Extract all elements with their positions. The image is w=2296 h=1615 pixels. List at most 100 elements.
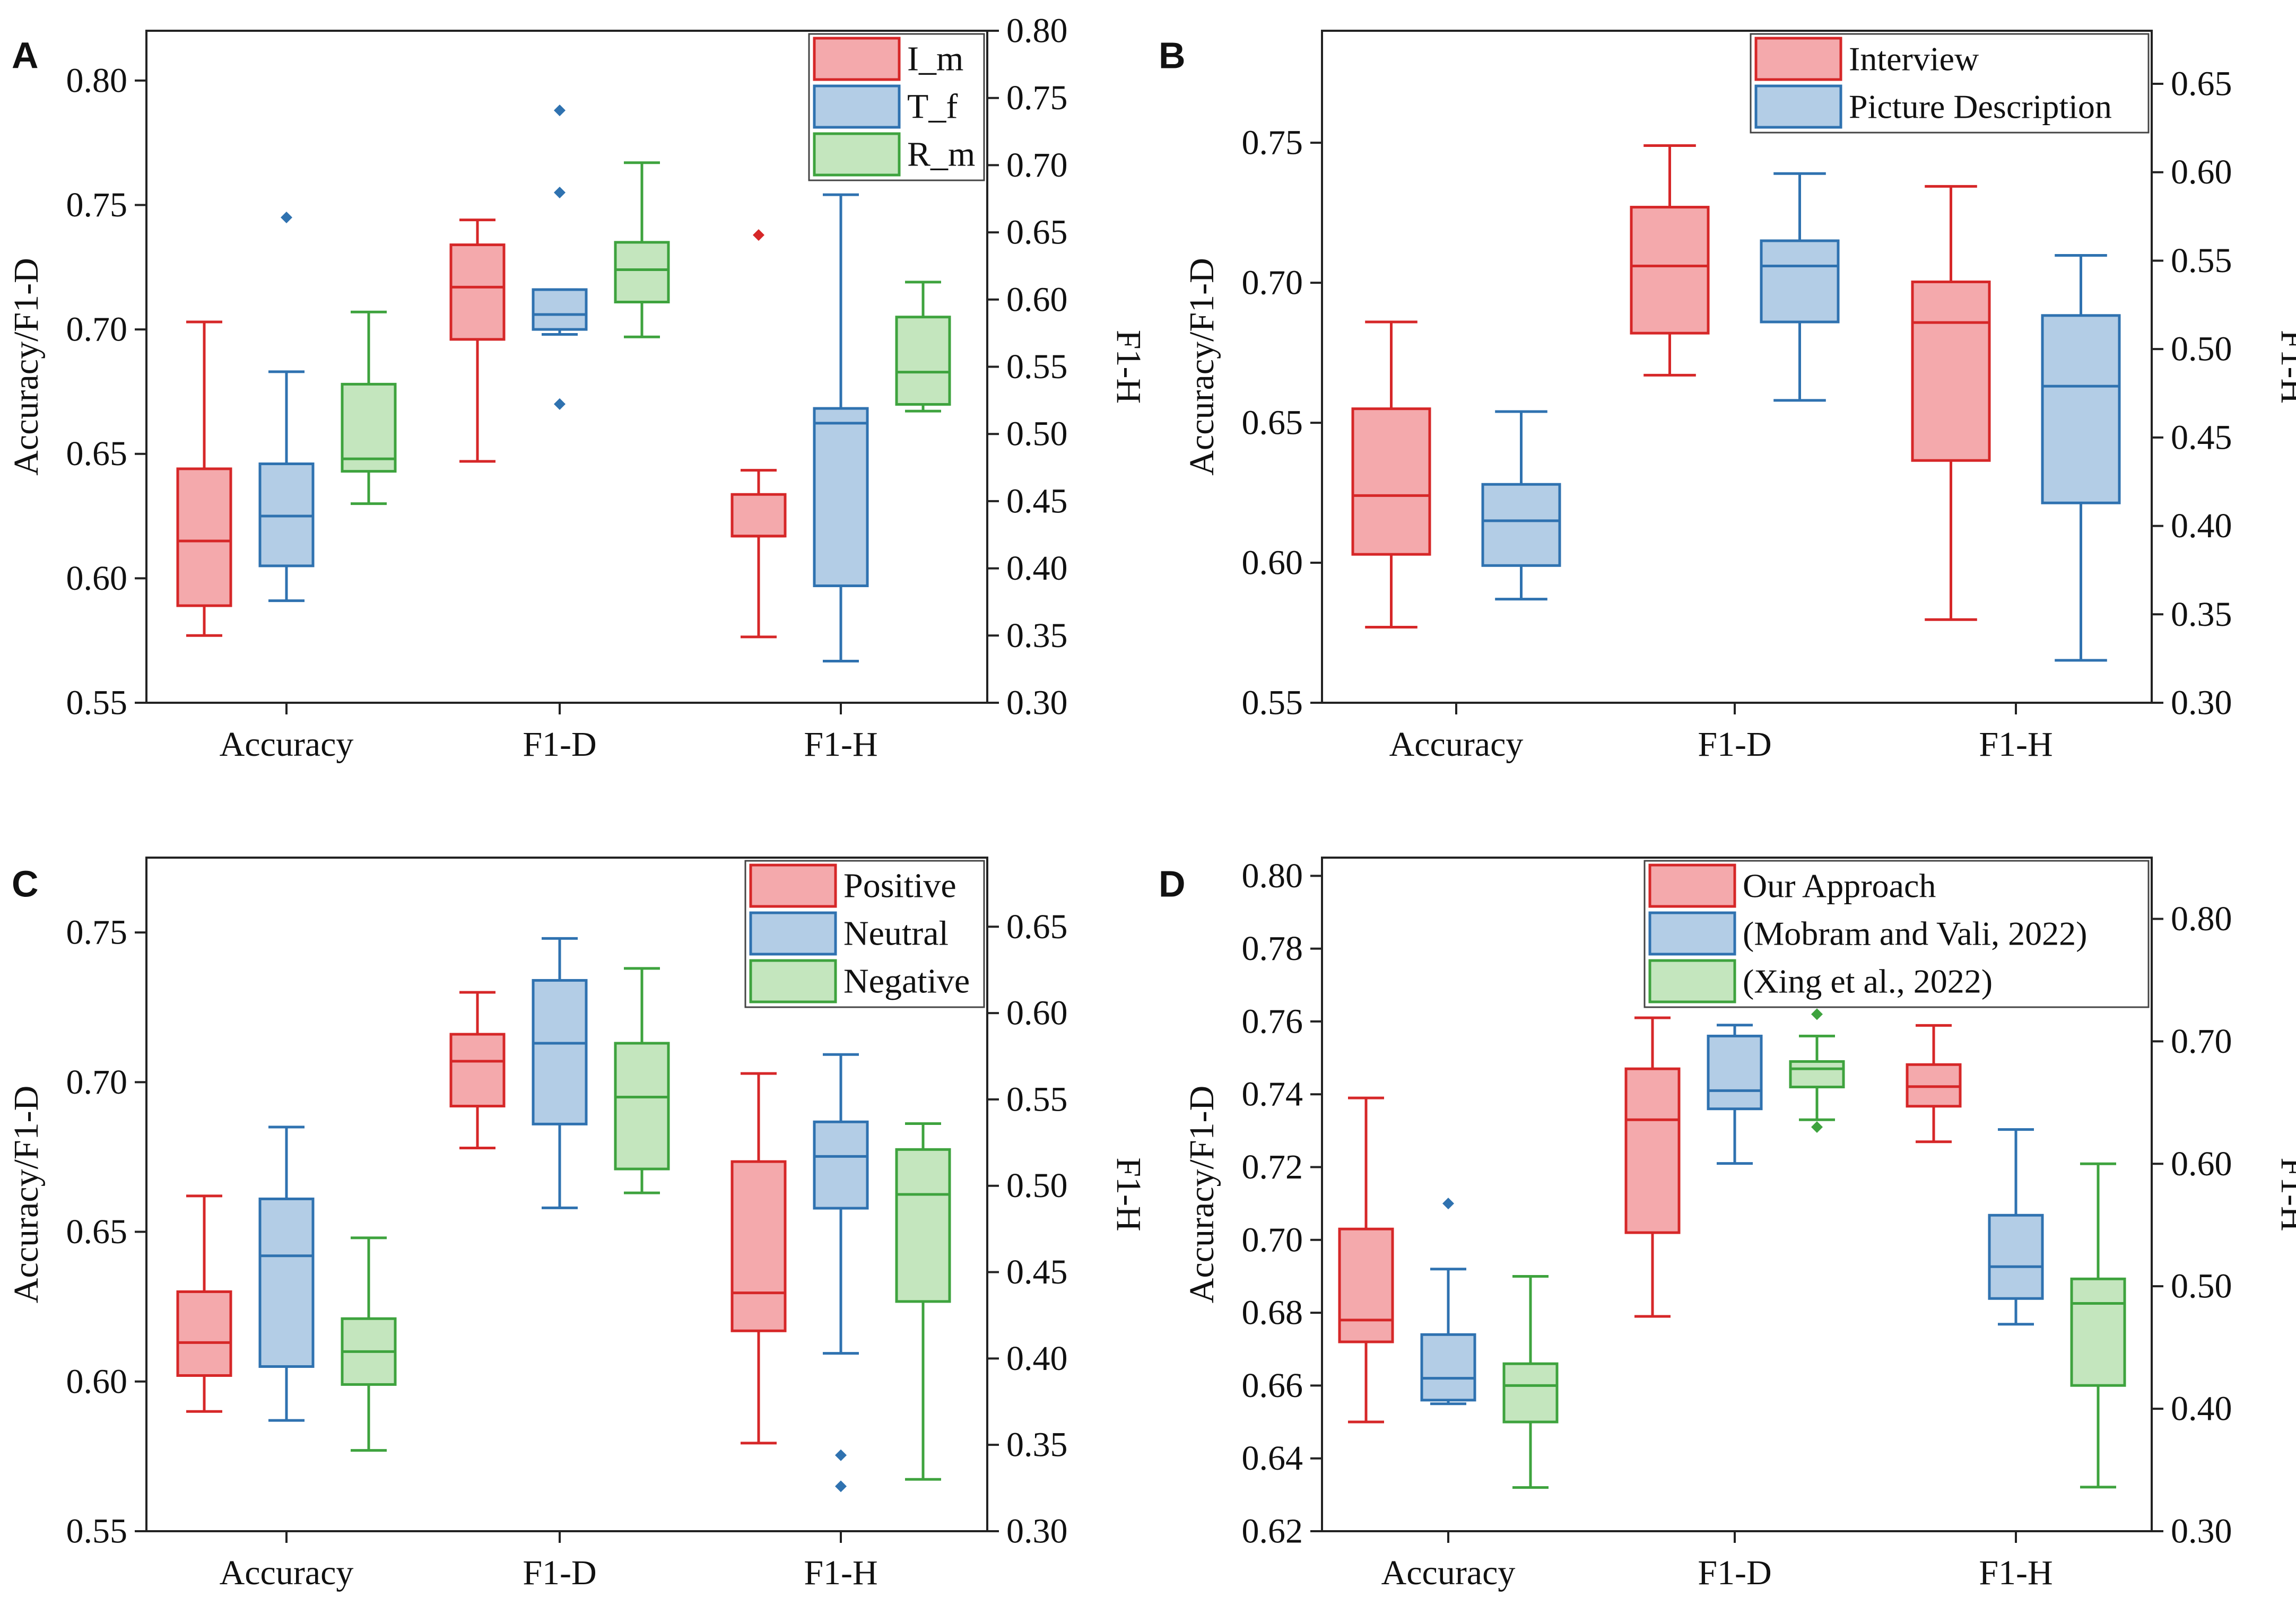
legend-swatch — [1648, 911, 1736, 956]
legend-swatch — [1754, 37, 1842, 81]
box-neutral-f1-d — [532, 937, 588, 1209]
legend-label: (Xing et al., 2022) — [1743, 963, 1993, 1000]
box-interview-f1-h — [1911, 185, 1991, 621]
box-iqr — [614, 241, 670, 303]
y2-tick-label: 0.50 — [1006, 1166, 1068, 1205]
legend-label: Our Approach — [1743, 867, 1936, 905]
box-iqr — [2070, 1277, 2126, 1387]
legend-swatch — [749, 911, 837, 956]
plot-frame — [1321, 857, 2153, 1532]
box-iqr — [449, 243, 506, 341]
box--xing-et-al-2022--accuracy — [1502, 1274, 1559, 1489]
y2-tick-label: 0.60 — [2171, 153, 2232, 191]
box-iqr — [1911, 280, 1991, 462]
box-iqr — [730, 1160, 787, 1332]
box-neutral-accuracy — [258, 1125, 315, 1422]
y2-tick-label: 0.55 — [1006, 347, 1068, 386]
y-tick-label: 0.70 — [66, 310, 128, 349]
box-picture-description-f1-d — [1760, 172, 1840, 402]
box-iqr — [2041, 314, 2121, 504]
box-iqr — [1789, 1060, 1845, 1088]
box-r-m-f1-h — [895, 281, 951, 413]
y2-tick-label: 0.60 — [1006, 280, 1068, 319]
legend-label: (Mobram and Vali, 2022) — [1743, 915, 2087, 953]
box-t-f-f1-h — [813, 193, 869, 662]
box-iqr — [1624, 1067, 1681, 1234]
legend-swatch — [813, 132, 901, 177]
y2-tick-label: 0.60 — [1006, 994, 1068, 1033]
box-iqr — [1760, 239, 1840, 324]
box-iqr — [532, 979, 588, 1125]
y-axis-title: Accuracy/F1-D — [7, 258, 46, 476]
legend-swatch — [749, 863, 837, 908]
box-t-f-f1-d — [532, 104, 588, 410]
y2-tick-label: 0.65 — [1006, 213, 1068, 252]
box-iqr — [258, 1197, 315, 1368]
y2-tick-label: 0.55 — [2171, 241, 2232, 280]
box-our-approach-f1-h — [1906, 1024, 1962, 1143]
legend: Positive Neutral Negative — [744, 860, 985, 1008]
y2-tick-label: 0.70 — [2171, 1022, 2232, 1061]
y-tick-label: 0.60 — [1242, 544, 1303, 582]
x-tick-label: Accuracy — [1381, 1553, 1516, 1592]
y2-tick-label: 0.30 — [1006, 684, 1068, 722]
box-our-approach-accuracy — [1338, 1096, 1394, 1424]
outlier-point — [1811, 1008, 1823, 1020]
panel-letter: A — [12, 34, 39, 76]
y2-tick-label: 0.70 — [1006, 146, 1068, 185]
box-iqr — [176, 1290, 232, 1377]
y-tick-label: 0.65 — [1242, 404, 1303, 442]
legend: Interview Picture Description — [1750, 33, 2150, 134]
x-tick-label: F1-H — [804, 725, 877, 764]
x-tick-label: F1-D — [523, 1553, 596, 1592]
y-tick-label: 0.55 — [66, 684, 128, 722]
x-tick-label: F1-H — [1979, 725, 2053, 764]
legend-swatch — [813, 37, 901, 81]
y-tick-label: 0.75 — [66, 913, 128, 952]
legend-label: T_f — [907, 88, 958, 126]
y-tick-label: 0.70 — [66, 1063, 128, 1102]
box-picture-description-accuracy — [1481, 410, 1561, 601]
box-neutral-f1-h — [813, 1053, 869, 1492]
outlier-point — [554, 398, 566, 410]
y2-tick-label: 0.50 — [2171, 1267, 2232, 1306]
box-picture-description-f1-h — [2041, 254, 2121, 662]
y2-tick-label: 0.75 — [1006, 78, 1068, 117]
box--xing-et-al-2022--f1-d — [1789, 1008, 1845, 1133]
y2-tick-label: 0.30 — [1006, 1512, 1068, 1551]
box-iqr — [1988, 1214, 2044, 1300]
y-axis-title: Accuracy/F1-D — [7, 1086, 46, 1304]
box-iqr — [1630, 206, 1710, 335]
outlier-point — [281, 211, 292, 223]
box-iqr — [1420, 1333, 1476, 1402]
plot-frame — [145, 857, 988, 1532]
legend: I_m T_f R_m — [808, 33, 985, 181]
y-tick-label: 0.62 — [1242, 1512, 1303, 1551]
outlier-point — [753, 229, 764, 241]
legend-swatch — [1648, 863, 1736, 908]
box-negative-f1-h — [895, 1122, 951, 1481]
y2-tick-label: 0.35 — [1006, 1426, 1068, 1464]
x-tick-label: Accuracy — [220, 1553, 354, 1592]
chart-panel-A: A 0.55 0.60 0.65 0.70 0.75 0.80 0.30 0.35 0.40 0.4… — [7, 12, 1148, 764]
legend-label: Negative — [843, 962, 970, 1001]
box-interview-f1-d — [1630, 144, 1710, 377]
y-tick-label: 0.74 — [1242, 1075, 1303, 1114]
y-tick-label: 0.64 — [1242, 1439, 1303, 1478]
y-tick-label: 0.75 — [1242, 124, 1303, 162]
y2-tick-label: 0.35 — [2171, 595, 2232, 634]
box-iqr — [1481, 483, 1561, 567]
y2-tick-label: 0.40 — [2171, 507, 2232, 545]
y2-tick-label: 0.80 — [2171, 900, 2232, 938]
legend-swatch — [1648, 959, 1736, 1003]
legend: Our Approach (Mobram and Vali, 2022) (Xing… — [1643, 860, 2150, 1008]
outlier-point — [1442, 1198, 1454, 1210]
y-tick-label: 0.75 — [66, 186, 128, 224]
y2-tick-label: 0.40 — [1006, 1339, 1068, 1378]
y2-tick-label: 0.30 — [2171, 684, 2232, 722]
y-tick-label: 0.68 — [1242, 1294, 1303, 1332]
box-i-m-accuracy — [176, 320, 232, 637]
box-negative-accuracy — [341, 1236, 397, 1452]
panel-letter: C — [12, 863, 39, 904]
